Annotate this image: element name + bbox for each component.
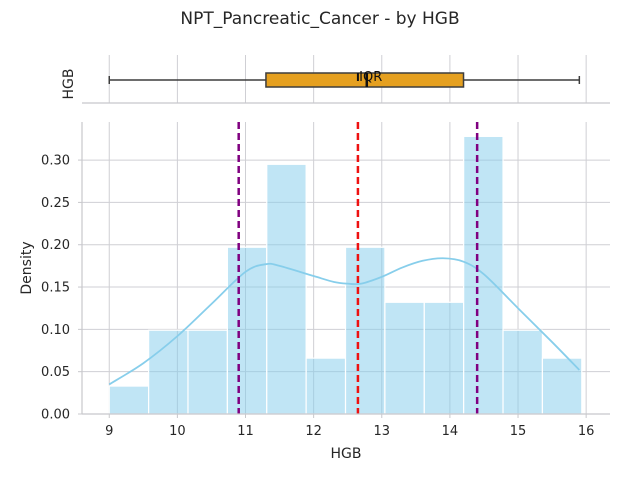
histogram-bar: [541, 357, 583, 415]
y-tick-label: 0.10: [41, 323, 70, 338]
boxplot-y-label: HGB: [61, 69, 77, 100]
chart-title: NPT_Pancreatic_Cancer - by HGB: [180, 9, 459, 29]
histogram-bar: [187, 329, 228, 415]
histogram-x-label: HGB: [331, 446, 362, 462]
x-tick-label: 11: [237, 424, 254, 439]
y-tick-label: 0.30: [41, 154, 70, 169]
histogram-bars: [108, 135, 583, 415]
x-tick-label: 15: [510, 424, 527, 439]
y-tick-label: 0.15: [41, 281, 70, 296]
x-tick-label: 10: [169, 424, 186, 439]
y-tick-label: 0.00: [41, 408, 70, 423]
y-tick-label: 0.20: [41, 238, 70, 253]
histogram-bar: [344, 246, 386, 415]
histogram-y-ticks: 0.00 0.05 0.10 0.15 0.20 0.25 0.30: [41, 154, 82, 423]
iqr-box: [265, 72, 465, 88]
kde-curve-group: [108, 257, 580, 386]
x-tick-label: 13: [373, 424, 390, 439]
iqr-annotation: IQR: [359, 70, 382, 85]
histogram-bar: [305, 357, 347, 415]
boxplot-elements: IQR: [108, 70, 581, 88]
histogram-bar: [384, 301, 425, 415]
kde-curve: [108, 257, 580, 386]
x-tick-label: 16: [578, 424, 595, 439]
reference-lines: [237, 122, 479, 414]
histogram-bar: [226, 246, 268, 415]
y-tick-label: 0.05: [41, 365, 70, 380]
histogram-bar: [108, 385, 150, 415]
histogram-bar: [463, 135, 504, 415]
x-tick-label: 9: [105, 424, 113, 439]
y-tick-label: 0.25: [41, 196, 70, 211]
histogram-bar: [266, 163, 307, 415]
histogram-x-ticks: 9 10 11 12 13 14 15 16: [105, 414, 594, 439]
histogram-panel: 9 10 11 12 13 14 15 16 0.00 0.05 0.10 0.15 0.20 0.25…: [19, 122, 610, 462]
x-tick-label: 12: [305, 424, 322, 439]
histogram-y-label: Density: [19, 241, 35, 294]
boxplot-panel: HGB IQR: [61, 55, 610, 104]
histogram-bar: [423, 301, 465, 415]
histogram-bar: [502, 329, 544, 415]
x-tick-label: 14: [442, 424, 459, 439]
